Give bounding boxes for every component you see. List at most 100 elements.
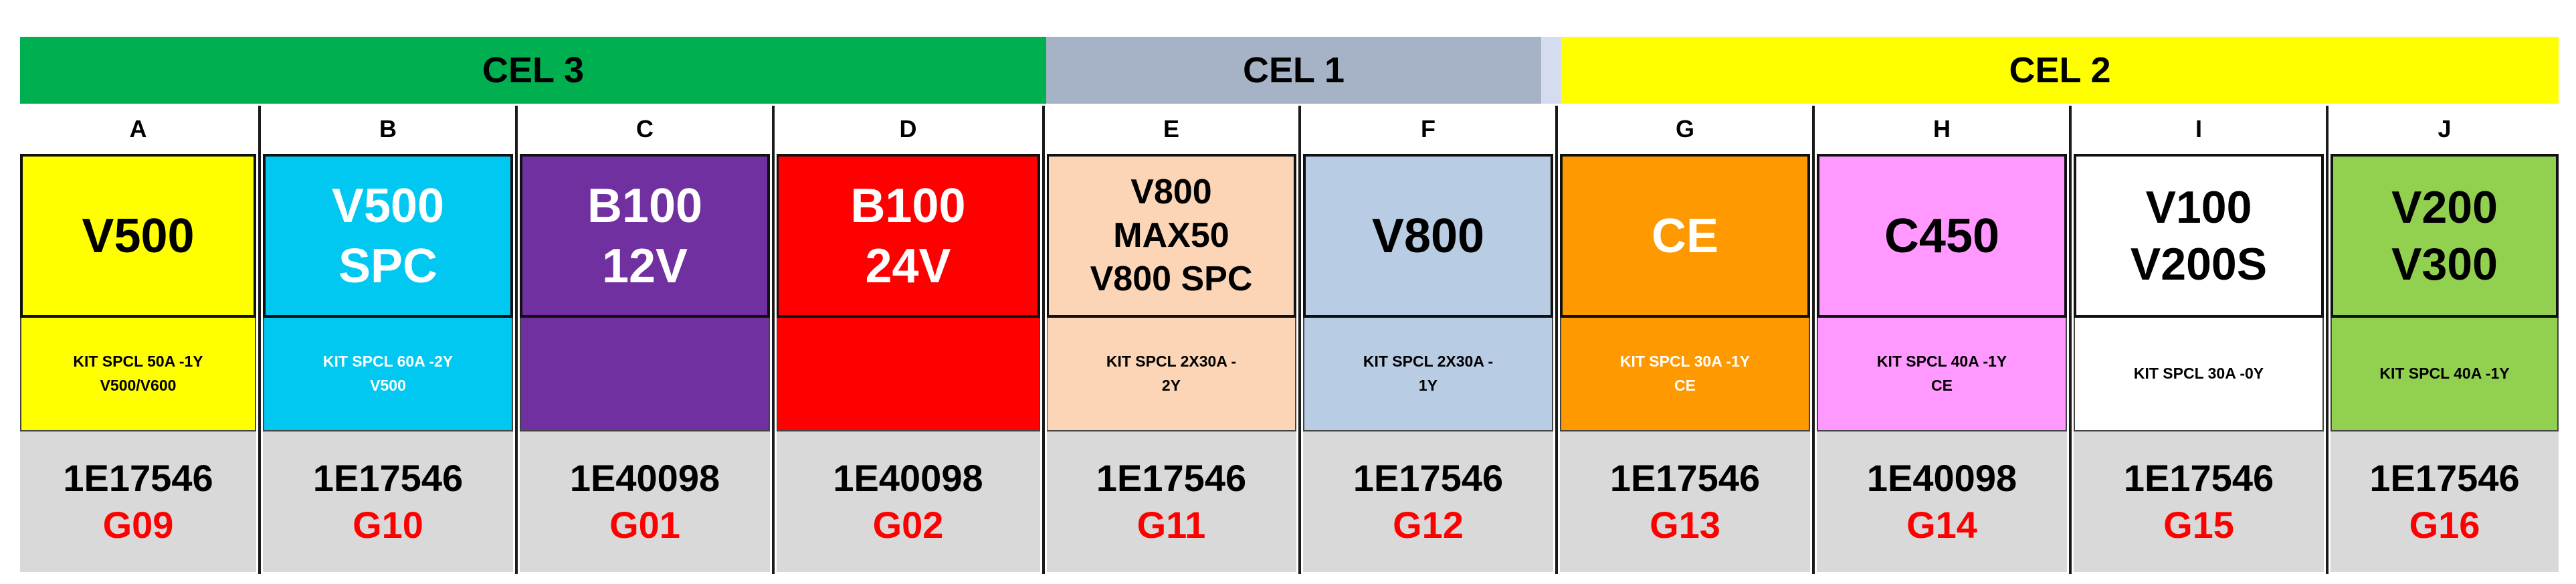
part-code: 1E17546 [1096, 457, 1247, 499]
location-code: G10 [353, 504, 423, 546]
kit-cell: KIT SPCL 60A -2Y V500 [263, 318, 513, 431]
code-block: 1E40098 G14 [1817, 431, 2067, 572]
part-code: 1E17546 [1353, 457, 1504, 499]
code-block: 1E17546 G09 [20, 431, 256, 572]
column-divider [256, 106, 263, 574]
part-code: 1E17546 [63, 457, 213, 499]
column-letter: G [1560, 106, 1810, 153]
column-letter: H [1817, 106, 2067, 153]
kit-cell: KIT SPCL 2X30A - 2Y [1046, 318, 1296, 431]
kit-cell: KIT SPCL 2X30A - 1Y [1303, 318, 1553, 431]
kit-cell [776, 318, 1040, 431]
product-line: V200 [2391, 181, 2498, 233]
group-header-label: CEL 1 [1242, 50, 1345, 90]
column-c: C B100 12V 1E40098 G01 [520, 106, 770, 574]
column-letter: F [1303, 106, 1553, 153]
part-code: 1E17546 [312, 457, 464, 499]
kit-cell: KIT SPCL 40A -1Y [2331, 318, 2559, 431]
product-cell: C450 [1817, 154, 2067, 318]
product-cell: V100 V200S [2074, 154, 2324, 318]
location-code: G02 [872, 504, 944, 546]
product-line: B100 [587, 179, 703, 233]
product-line: MAX50 [1113, 216, 1229, 255]
column-divider [513, 106, 520, 574]
product-line: V300 [2391, 238, 2498, 290]
location-code: G14 [1906, 504, 1977, 546]
column-letter: D [776, 106, 1040, 153]
column-divider [1296, 106, 1303, 574]
column-a: A V500 KIT SPCL 50A -1Y V500/V600 1E1754… [20, 106, 256, 574]
product-cell: V800 [1303, 154, 1553, 318]
location-code: G01 [609, 504, 680, 546]
column-letter: C [520, 106, 770, 153]
column-b: B V500 SPC KIT SPCL 60A -2Y V500 1E17546… [263, 106, 513, 574]
product-line: SPC [338, 239, 438, 293]
location-code: G09 [102, 504, 174, 546]
code-block: 1E40098 G01 [520, 431, 770, 572]
part-code: 1E40098 [1866, 457, 2017, 499]
part-code: 1E17546 [1609, 457, 1761, 499]
product-line: V800 [1371, 209, 1485, 263]
column-i: I V100 V200S KIT SPCL 30A -0Y 1E17546 G1… [2074, 106, 2324, 574]
product-line: V500 [331, 179, 445, 233]
header-gap [1541, 37, 1561, 104]
product-cell: CE [1560, 154, 1810, 318]
kit-cell: KIT SPCL 30A -1Y CE [1560, 318, 1810, 431]
location-code: G13 [1650, 504, 1720, 546]
product-cell: B100 24V [776, 154, 1040, 318]
product-line: 24V [865, 239, 951, 293]
column-divider [1553, 106, 1560, 574]
group-header-label: CEL 2 [2009, 50, 2111, 90]
column-letter: I [2074, 106, 2324, 153]
column-letter: B [263, 106, 513, 153]
column-divider [2324, 106, 2331, 574]
group-header-cel-3: CEL 3 [20, 37, 1046, 104]
product-cell: V200 V300 [2331, 154, 2559, 318]
part-code: 1E40098 [833, 457, 983, 499]
column-d: D B100 24V 1E40098 G02 [776, 106, 1040, 574]
kit-cell: KIT SPCL 50A -1Y V500/V600 [20, 318, 256, 431]
product-line: C450 [1884, 209, 2000, 263]
group-header-label: CEL 3 [482, 50, 585, 90]
kit-cell: KIT SPCL 30A -0Y [2074, 318, 2324, 431]
column-divider [770, 106, 777, 574]
product-line: V100 [2145, 181, 2252, 233]
column-divider [2067, 106, 2074, 574]
column-letter: A [20, 106, 256, 153]
code-block: 1E17546 G16 [2331, 431, 2559, 572]
code-block: 1E17546 G11 [1046, 431, 1296, 572]
location-code: G15 [2163, 504, 2234, 546]
location-code: G11 [1136, 504, 1206, 546]
group-header-cel-1: CEL 1 [1046, 37, 1541, 104]
column-h: H C450 KIT SPCL 40A -1Y CE 1E40098 G14 [1817, 106, 2067, 574]
product-line: V800 SPC [1090, 260, 1253, 298]
product-line: V500 [82, 209, 195, 263]
column-j: J V200 V300 KIT SPCL 40A -1Y 1E17546 G16 [2331, 106, 2559, 574]
kit-cell [520, 318, 770, 431]
column-divider [1810, 106, 1817, 574]
code-block: 1E17546 G15 [2074, 431, 2324, 572]
product-cell: V800 MAX50 V800 SPC [1046, 154, 1296, 318]
product-line: CE [1651, 209, 1719, 263]
code-block: 1E17546 G12 [1303, 431, 1553, 572]
column-letter: J [2331, 106, 2559, 153]
product-cell: B100 12V [520, 154, 770, 318]
code-block: 1E17546 G10 [263, 431, 513, 572]
product-cell: V500 [20, 154, 256, 318]
column-g: G CE KIT SPCL 30A -1Y CE 1E17546 G13 [1560, 106, 1810, 574]
product-line: B100 [850, 179, 966, 233]
code-block: 1E17546 G13 [1560, 431, 1810, 572]
code-block: 1E40098 G02 [776, 431, 1040, 572]
location-code: G12 [1393, 504, 1464, 546]
column-divider [1040, 106, 1047, 574]
product-line: V200S [2130, 238, 2268, 290]
kit-cell: KIT SPCL 40A -1Y CE [1817, 318, 2067, 431]
part-code: 1E17546 [2369, 457, 2520, 499]
part-code: 1E40098 [569, 457, 720, 499]
part-code: 1E17546 [2123, 457, 2274, 499]
product-line: V800 [1130, 173, 1212, 211]
group-header-cel-2: CEL 2 [1561, 37, 2559, 104]
product-line: 12V [601, 239, 688, 293]
location-code: G16 [2409, 504, 2480, 546]
